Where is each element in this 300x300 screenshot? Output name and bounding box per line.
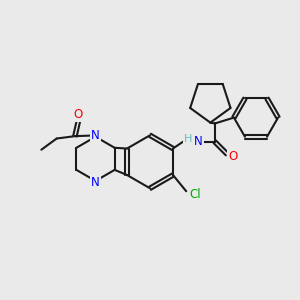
Text: Cl: Cl	[189, 188, 201, 201]
Text: O: O	[228, 150, 238, 163]
Text: N: N	[91, 176, 100, 189]
Text: N: N	[91, 129, 100, 142]
Text: N: N	[194, 135, 203, 148]
Text: O: O	[74, 108, 83, 121]
Text: H: H	[184, 134, 192, 144]
